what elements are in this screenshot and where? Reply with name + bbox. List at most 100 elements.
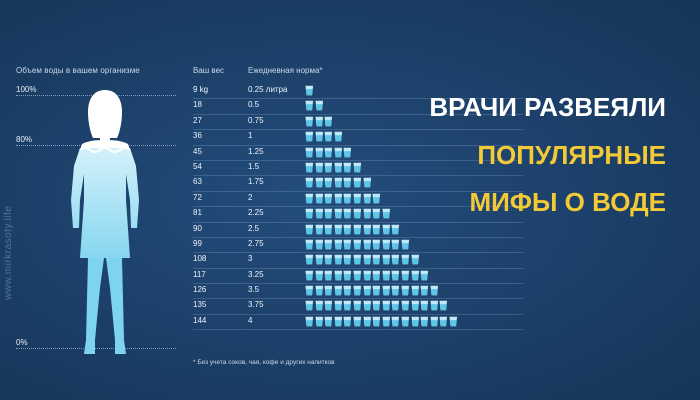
- table-row: 63 1.75: [193, 176, 523, 192]
- cups-group: [305, 239, 410, 250]
- water-glass-icon: [353, 193, 362, 204]
- norm-value: 0.75: [248, 115, 264, 125]
- water-glass-icon: [324, 224, 333, 235]
- row-divider: [193, 283, 523, 285]
- level-0-line: [16, 348, 176, 349]
- water-glass-icon: [372, 270, 381, 281]
- weight-value: 108: [193, 254, 207, 264]
- row-divider: [193, 159, 523, 161]
- weight-value: 81: [193, 208, 202, 218]
- water-glass-icon: [391, 270, 400, 281]
- water-glass-icon: [305, 254, 314, 265]
- weight-value: 72: [193, 192, 202, 202]
- water-glass-icon: [334, 147, 343, 158]
- cups-group: [305, 224, 400, 235]
- weight-value: 63: [193, 177, 202, 187]
- water-glass-icon: [372, 316, 381, 327]
- water-glass-icon: [324, 116, 333, 127]
- water-glass-icon: [334, 177, 343, 188]
- water-glass-icon: [343, 239, 352, 250]
- cups-group: [305, 131, 342, 142]
- water-glass-icon: [363, 300, 372, 311]
- water-glass-icon: [363, 193, 372, 204]
- water-glass-icon: [315, 131, 324, 142]
- water-glass-icon: [420, 270, 429, 281]
- cups-group: [305, 147, 352, 158]
- water-glass-icon: [382, 208, 391, 219]
- water-glass-icon: [324, 131, 333, 142]
- water-glass-icon: [411, 316, 420, 327]
- water-glass-icon: [353, 285, 362, 296]
- water-glass-icon: [430, 285, 439, 296]
- water-glass-icon: [315, 147, 324, 158]
- water-glass-icon: [334, 316, 343, 327]
- table-row: 9 kg 0.25 литра: [193, 84, 523, 100]
- body-water-title: Объем воды в вашем организме: [16, 66, 140, 75]
- water-glass-icon: [324, 300, 333, 311]
- row-divider: [193, 98, 523, 100]
- row-divider: [193, 313, 523, 315]
- table-row: 54 1.5: [193, 161, 523, 177]
- water-glass-icon: [430, 300, 439, 311]
- water-glass-icon: [430, 316, 439, 327]
- water-glass-icon: [372, 254, 381, 265]
- water-glass-icon: [372, 224, 381, 235]
- water-glass-icon: [391, 254, 400, 265]
- cups-group: [305, 254, 419, 265]
- water-glass-icon: [305, 300, 314, 311]
- water-glass-icon: [363, 270, 372, 281]
- woman-silhouette-icon: [71, 90, 139, 354]
- headline-line-1: ВРАЧИ РАЗВЕЯЛИ: [429, 92, 666, 122]
- water-glass-icon: [324, 254, 333, 265]
- water-glass-icon: [315, 100, 324, 111]
- water-glass-icon: [343, 208, 352, 219]
- cups-group: [305, 193, 381, 204]
- weight-value: 45: [193, 146, 202, 156]
- weight-value: 90: [193, 223, 202, 233]
- norm-value: 2.25: [248, 208, 264, 218]
- weight-value: 54: [193, 161, 202, 171]
- water-glass-icon: [315, 270, 324, 281]
- level-80-label: 80%: [16, 135, 33, 144]
- water-glass-icon: [401, 254, 410, 265]
- water-glass-icon: [324, 208, 333, 219]
- water-glass-icon: [391, 316, 400, 327]
- footnote: * Без учета соков, чая, кофе и других на…: [193, 359, 335, 366]
- weight-value: 126: [193, 285, 207, 295]
- water-glass-icon: [353, 162, 362, 173]
- water-glass-icon: [334, 162, 343, 173]
- norm-value: 3.75: [248, 300, 264, 310]
- cups-group: [305, 208, 390, 219]
- norm-value: 2.75: [248, 238, 264, 248]
- water-glass-icon: [305, 285, 314, 296]
- water-glass-icon: [305, 131, 314, 142]
- water-glass-icon: [334, 270, 343, 281]
- water-glass-icon: [420, 285, 429, 296]
- water-glass-icon: [305, 239, 314, 250]
- water-glass-icon: [324, 270, 333, 281]
- water-glass-icon: [353, 300, 362, 311]
- weight-value: 9 kg: [193, 85, 209, 94]
- cups-group: [305, 100, 323, 111]
- water-glass-icon: [305, 224, 314, 235]
- water-glass-icon: [391, 239, 400, 250]
- water-glass-icon: [401, 316, 410, 327]
- norm-value: 1: [248, 131, 253, 141]
- water-glass-icon: [401, 285, 410, 296]
- row-divider: [193, 236, 523, 238]
- water-glass-icon: [353, 177, 362, 188]
- water-glass-icon: [439, 300, 448, 311]
- water-glass-icon: [324, 147, 333, 158]
- table-row: 90 2.5: [193, 223, 523, 238]
- row-divider: [193, 129, 523, 131]
- water-glass-icon: [449, 316, 458, 327]
- water-glass-icon: [363, 224, 372, 235]
- water-glass-icon: [382, 239, 391, 250]
- row-divider: [193, 144, 523, 146]
- level-100-label: 100%: [16, 85, 37, 94]
- water-glass-icon: [372, 239, 381, 250]
- row-divider: [193, 298, 523, 300]
- water-glass-icon: [382, 254, 391, 265]
- water-glass-icon: [334, 131, 343, 142]
- water-glass-icon: [334, 208, 343, 219]
